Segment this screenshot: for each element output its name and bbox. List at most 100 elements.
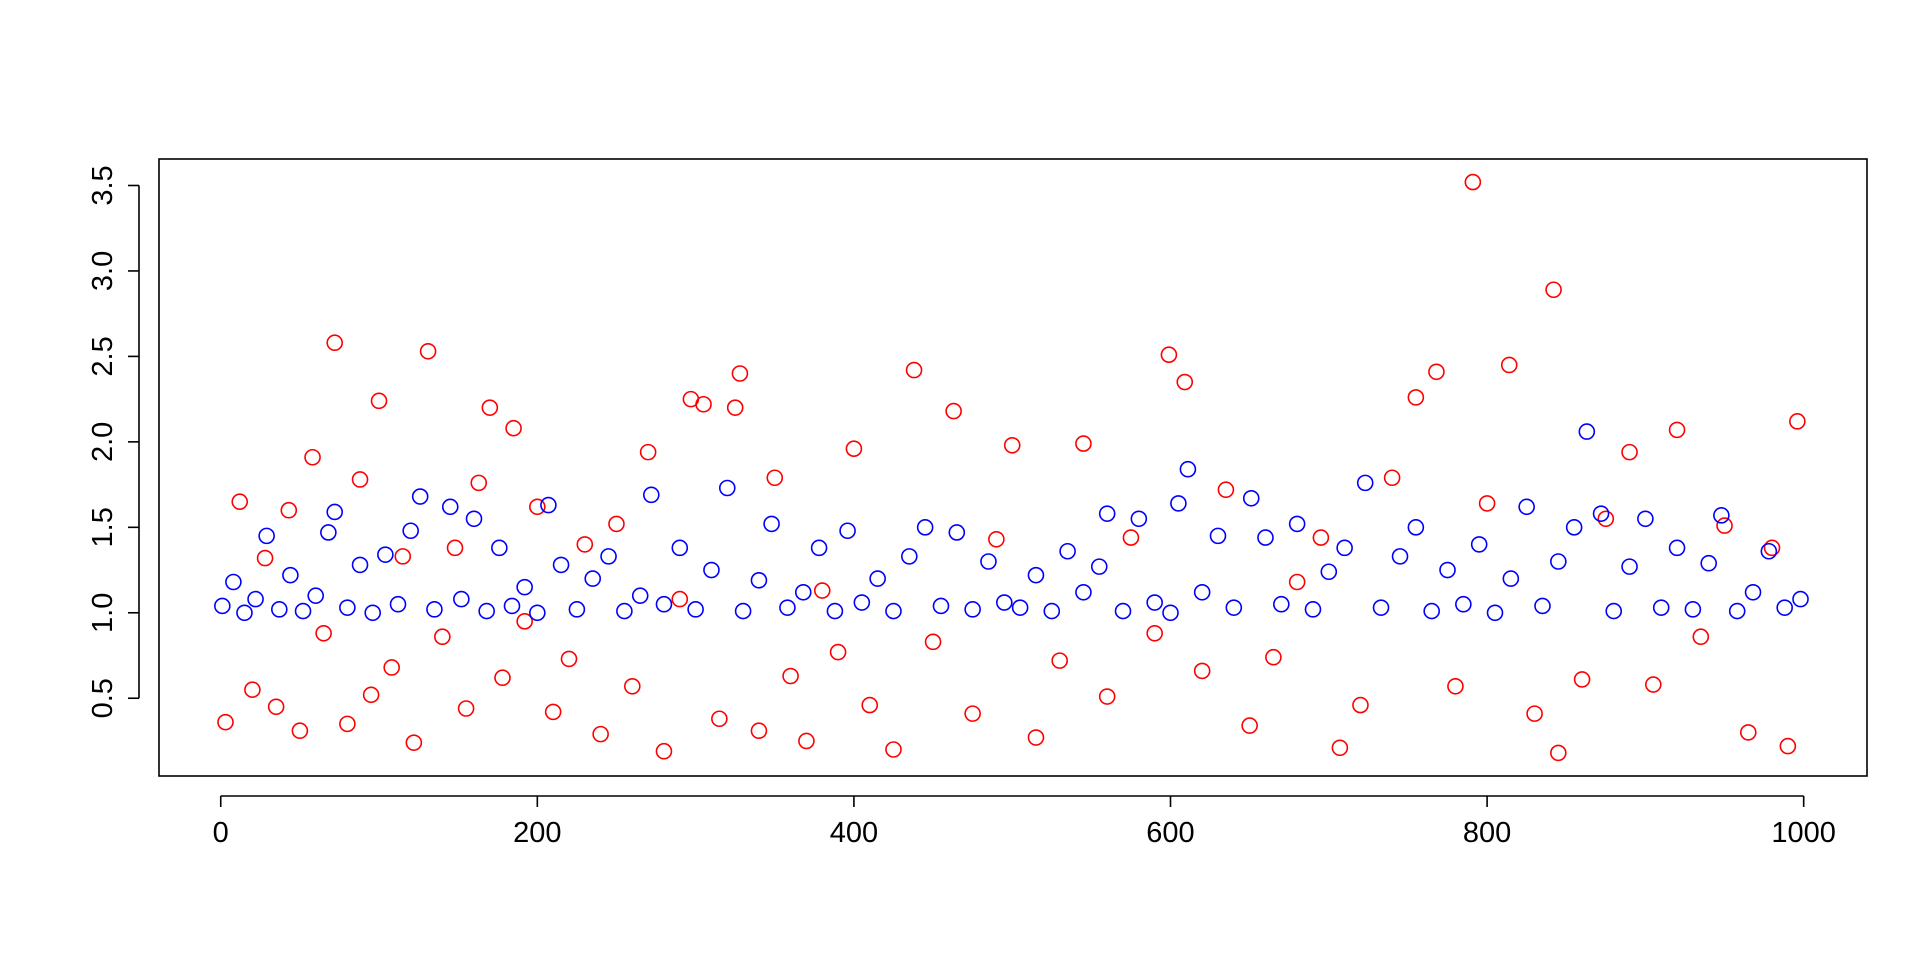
point	[1744, 583, 1762, 601]
point	[1428, 363, 1445, 381]
x-tick-label: 1000	[1771, 817, 1836, 849]
point	[1545, 281, 1562, 299]
point	[980, 553, 997, 570]
y-tick-label: 2.0	[87, 422, 119, 462]
x-tick-label: 600	[1146, 817, 1194, 849]
point	[995, 594, 1013, 611]
point	[1146, 594, 1163, 611]
point	[236, 604, 253, 622]
point	[948, 524, 966, 541]
point	[1592, 505, 1610, 522]
point	[441, 498, 459, 516]
point	[1645, 676, 1662, 693]
point	[446, 539, 464, 557]
point	[465, 510, 483, 528]
point	[339, 715, 356, 733]
point	[307, 587, 325, 604]
point	[516, 578, 533, 596]
point	[1728, 602, 1746, 620]
y-tick-label: 3.0	[87, 251, 119, 291]
point	[600, 548, 617, 565]
point	[779, 599, 796, 616]
point	[214, 597, 231, 615]
point	[320, 524, 337, 541]
point	[655, 595, 673, 613]
point	[470, 474, 488, 492]
x-tick-label: 0	[213, 817, 229, 849]
point	[885, 602, 902, 620]
point	[1242, 489, 1260, 507]
point	[552, 556, 570, 574]
point	[798, 732, 815, 750]
point	[988, 530, 1005, 548]
point	[1789, 413, 1806, 430]
y-tick-label: 1.5	[87, 507, 119, 547]
point	[1526, 705, 1543, 722]
point	[544, 703, 562, 721]
point	[1265, 648, 1282, 666]
plot-box	[158, 158, 1868, 777]
point	[568, 601, 586, 618]
point	[1578, 423, 1596, 440]
point	[826, 602, 844, 620]
point	[1288, 573, 1306, 591]
point	[1407, 389, 1425, 406]
point	[1597, 510, 1615, 528]
point	[434, 628, 451, 646]
point	[1455, 595, 1472, 613]
point	[505, 419, 522, 437]
point	[1668, 421, 1686, 439]
point	[258, 527, 275, 545]
x-tick-label: 200	[513, 817, 561, 849]
point	[326, 334, 344, 352]
point	[1550, 744, 1567, 762]
point	[1193, 583, 1211, 601]
point	[1792, 590, 1809, 608]
point	[1534, 597, 1551, 615]
point	[1146, 624, 1163, 642]
y-tick-label: 0.5	[87, 678, 119, 718]
point	[383, 659, 400, 676]
point	[267, 698, 285, 716]
point	[282, 566, 299, 584]
point	[616, 602, 633, 620]
point	[231, 493, 249, 510]
point	[1098, 505, 1116, 522]
point	[1470, 536, 1488, 553]
point	[457, 700, 475, 717]
point	[734, 602, 752, 620]
point	[829, 643, 847, 661]
point	[1621, 443, 1638, 461]
point	[1464, 173, 1482, 191]
point	[869, 570, 886, 587]
point	[351, 556, 369, 574]
point	[718, 479, 736, 497]
point	[1027, 566, 1045, 584]
point	[1114, 602, 1132, 620]
point	[529, 604, 546, 622]
point	[271, 601, 288, 618]
point	[845, 440, 863, 457]
point	[964, 601, 981, 618]
point	[1550, 553, 1567, 570]
point	[916, 519, 934, 536]
point	[1423, 602, 1440, 620]
point	[1043, 602, 1061, 620]
point	[1075, 435, 1092, 452]
point	[853, 594, 871, 611]
point	[1372, 599, 1390, 616]
point	[750, 722, 768, 740]
point	[1176, 373, 1194, 391]
point	[655, 742, 673, 760]
point	[1407, 519, 1425, 536]
point	[1500, 356, 1518, 374]
point	[1713, 507, 1730, 524]
point	[1011, 599, 1029, 616]
point	[763, 515, 780, 533]
point	[945, 402, 962, 420]
point	[1637, 510, 1654, 528]
point	[839, 522, 856, 540]
point	[1605, 602, 1623, 620]
point	[1760, 542, 1778, 560]
point	[687, 601, 704, 618]
